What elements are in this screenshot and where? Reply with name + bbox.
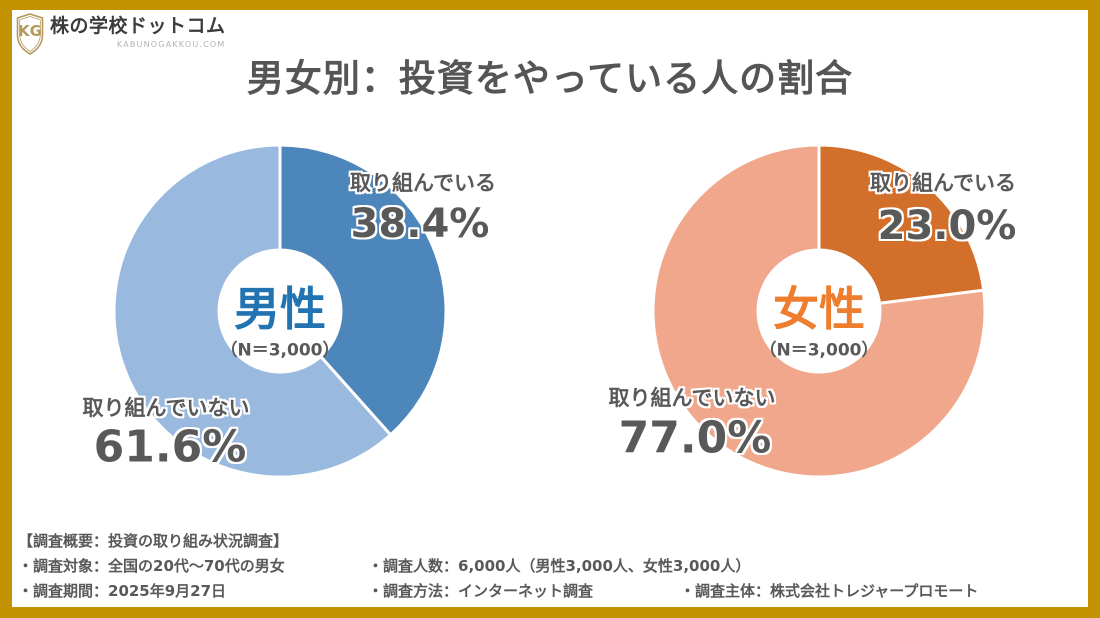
donut-chart-female: 女性 （N＝3,000） (651, 143, 987, 479)
survey-target: ・調査対象：全国の20代～70代の男女 (18, 557, 285, 575)
donut-hole (217, 248, 343, 374)
chart-center-group-female: 女性 (773, 282, 865, 336)
pie-slice-not-doing (651, 143, 987, 479)
brand-name: 株の学校ドットコム (50, 15, 226, 37)
survey-heading: 【調査概要：投資の取り組み状況調査】 (18, 532, 289, 550)
chart-center-group-male: 男性 (234, 282, 326, 336)
slice-category-male-doing: 取り組んでいる (350, 171, 496, 195)
survey-period: ・調査期間：2025年9月27日 (18, 582, 227, 600)
donut-hole (756, 248, 882, 374)
survey-overview: 【調査概要：投資の取り組み状況調査】 ・調査対象：全国の20代～70代の男女 ・… (18, 529, 1082, 604)
slice-value-male-not-doing: 61.6% (93, 421, 247, 473)
slice-category-female-doing: 取り組んでいる (870, 171, 1016, 195)
shield-logo-icon: KG (16, 13, 44, 55)
donut-svg-male (112, 143, 448, 479)
survey-organizer: ・調査主体：株式会社トレジャープロモート (680, 582, 979, 600)
chart-n-label-male: （N＝3,000） (220, 340, 340, 361)
slice-category-female-not-doing: 取り組んでいない (608, 386, 776, 410)
brand-logo: KG 株の学校ドットコム KABUNOGAKKOU.COM (16, 13, 226, 55)
survey-method: ・調査方法：インターネット調査 (368, 582, 594, 600)
survey-sample: ・調査人数：6,000人（男性3,000人、女性3,000人） (368, 557, 751, 575)
brand-domain: KABUNOGAKKOU.COM (116, 40, 226, 49)
donut-svg-female (651, 143, 987, 479)
page-title: 男女別：投資をやっている人の割合 (246, 57, 854, 100)
slice-category-male-not-doing: 取り組んでいない (82, 396, 250, 420)
logo-monogram: KG (18, 22, 42, 40)
slice-value-female-not-doing: 77.0% (618, 412, 772, 464)
slice-value-female-doing: 23.0% (877, 203, 1017, 249)
donut-chart-male: 男性 （N＝3,000） (112, 143, 448, 479)
slice-value-male-doing: 38.4% (350, 201, 490, 247)
pie-slice-doing (278, 143, 448, 437)
chart-n-label-female: （N＝3,000） (759, 340, 879, 361)
